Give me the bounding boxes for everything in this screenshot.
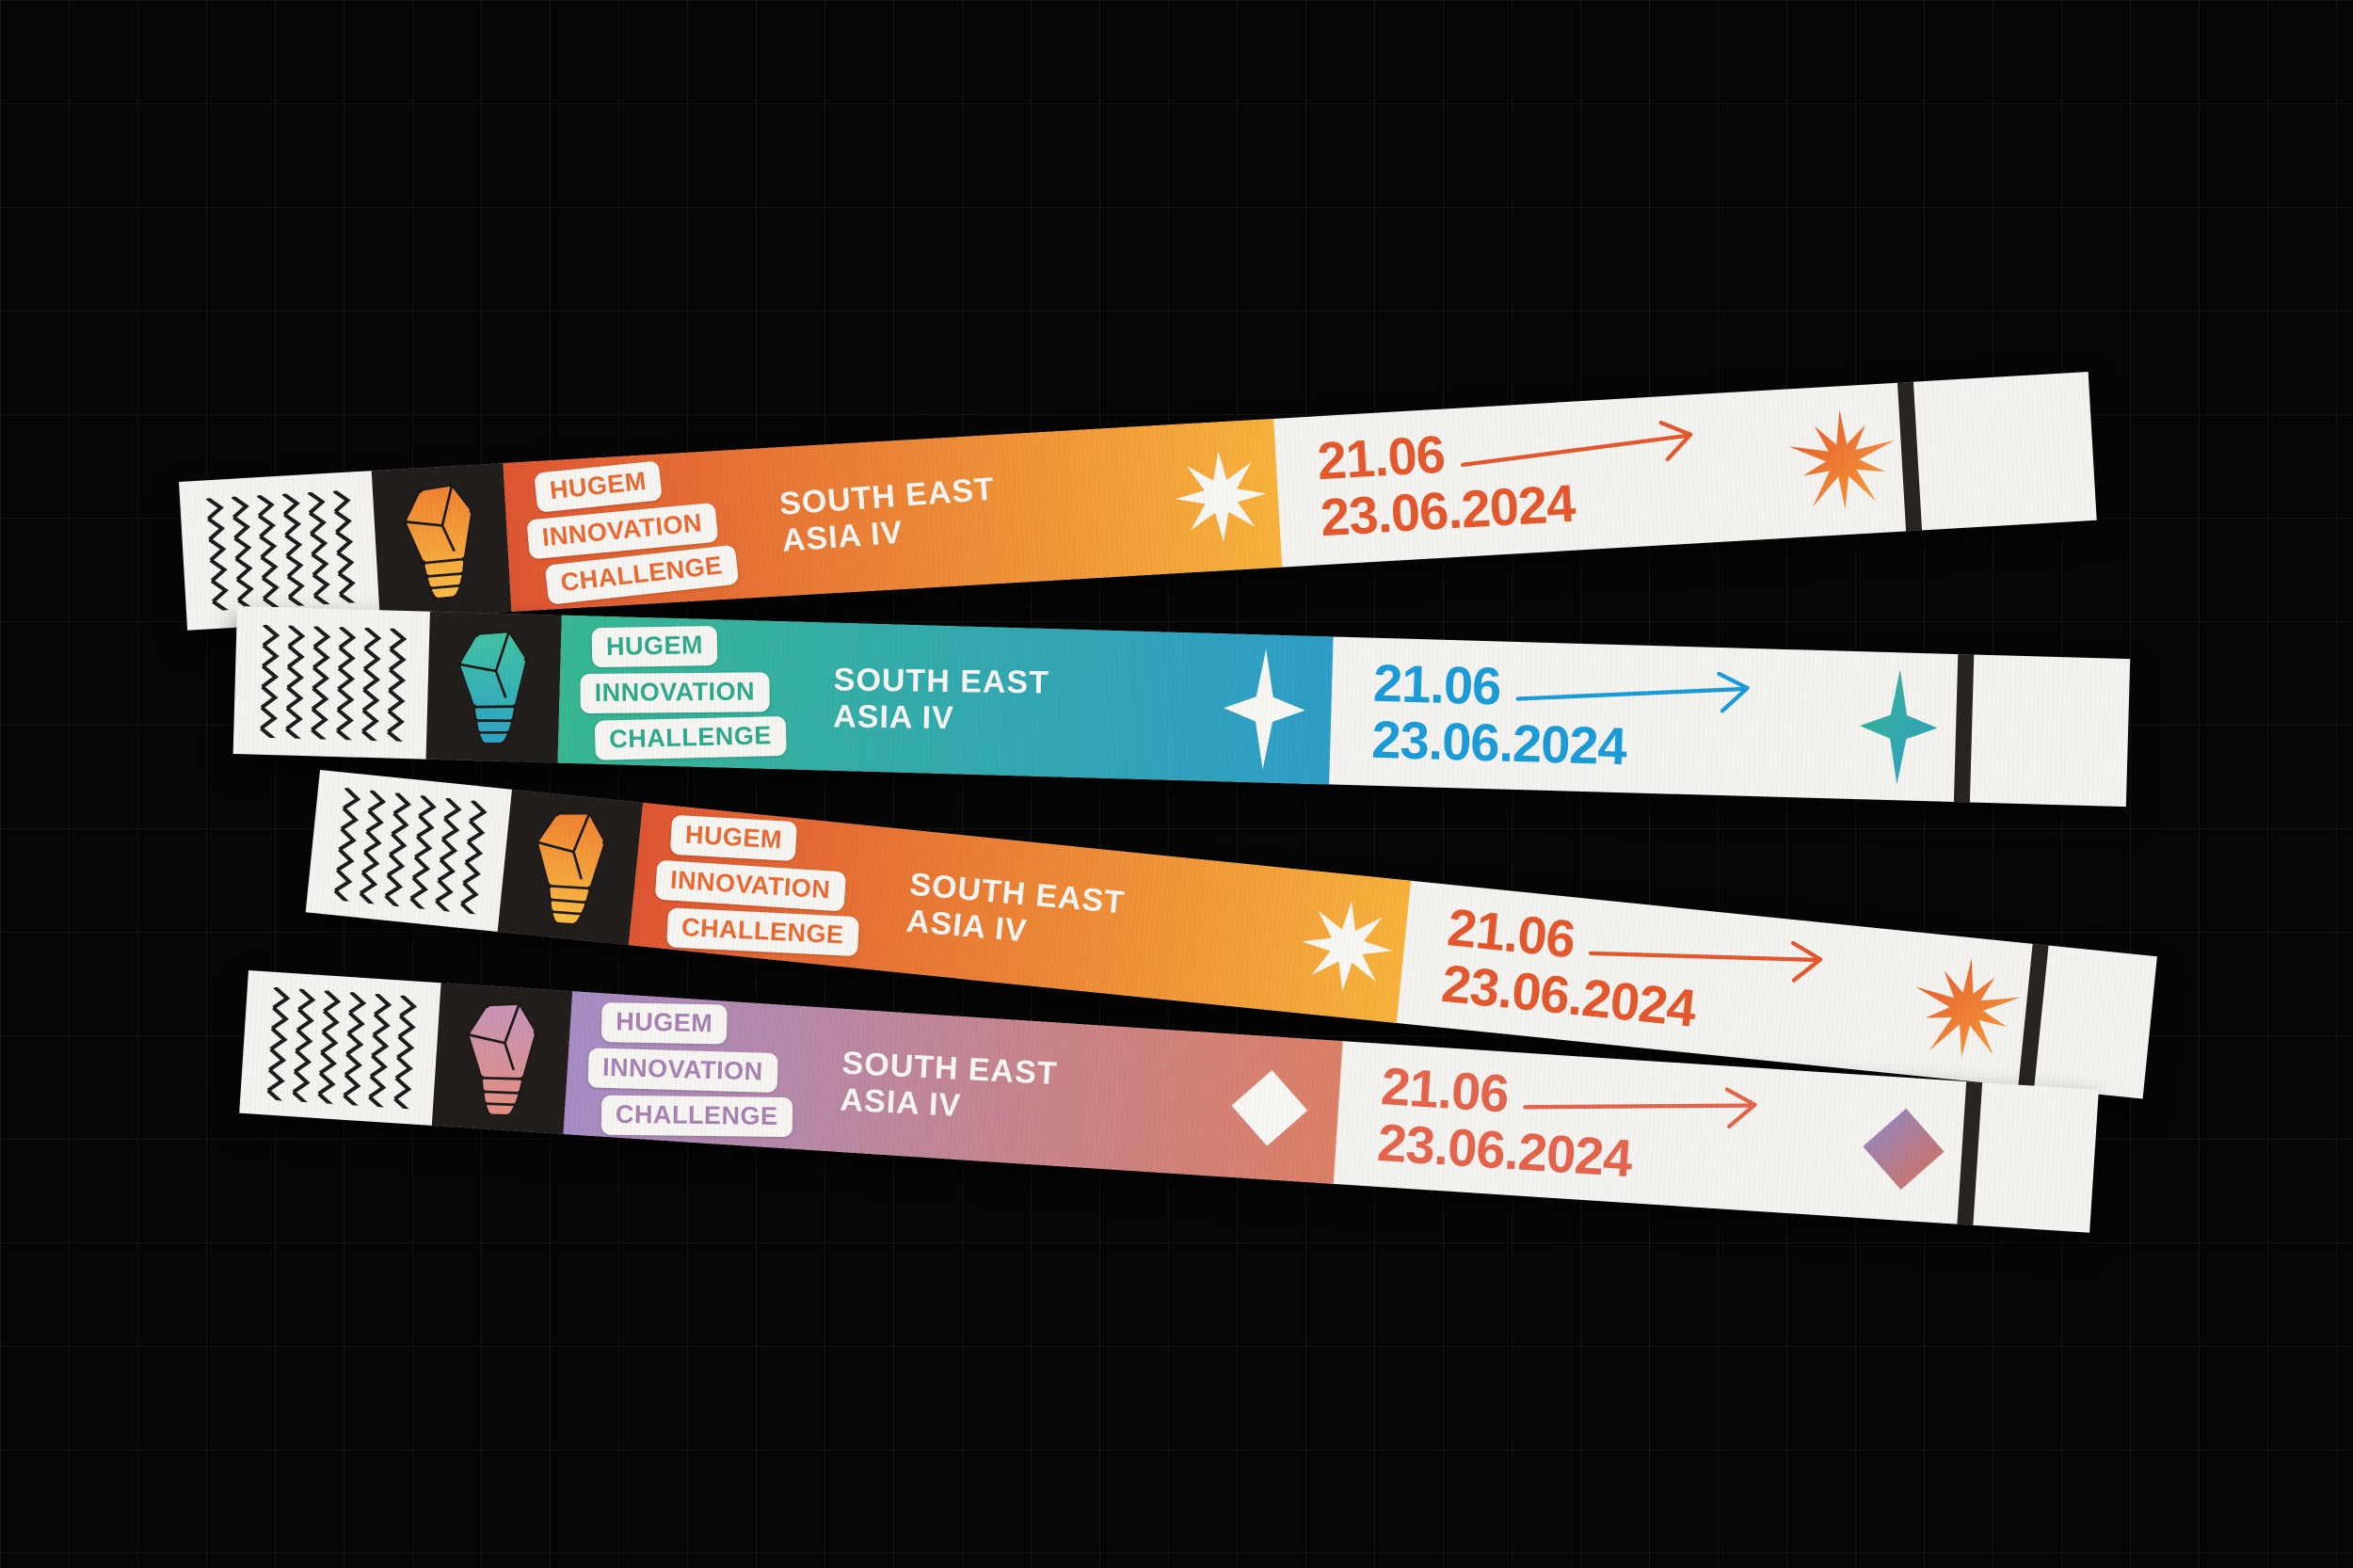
diamond-icon xyxy=(1863,1108,1945,1191)
event-name-pills: HUGEM INNOVATION CHALLENGE xyxy=(523,457,739,606)
diamond-icon xyxy=(1231,1069,1308,1146)
star-icon xyxy=(1175,450,1267,542)
star-icon xyxy=(1301,900,1393,992)
event-location: SOUTH EAST ASIA IV xyxy=(832,662,1048,738)
date-section: 21.06 23.06.2024 xyxy=(1397,881,2157,1099)
tab-separator-line xyxy=(1957,1081,1983,1225)
event-dates: 21.06 23.06.2024 xyxy=(1376,1056,1788,1196)
event-dates: 21.06 23.06.2024 xyxy=(1370,652,1780,778)
date-end: 23.06.2024 xyxy=(1370,709,1627,776)
pill-hugem: HUGEM xyxy=(600,1002,728,1045)
arrow-right-icon xyxy=(1589,941,1823,984)
event-dates: 21.06 23.06.2024 xyxy=(1439,897,1854,1051)
burst-icon xyxy=(1788,409,1895,510)
pill-challenge: CHALLENGE xyxy=(600,1096,792,1138)
event-location: SOUTH EAST ASIA IV xyxy=(839,1046,1058,1129)
event-location: SOUTH EAST ASIA IV xyxy=(904,867,1126,958)
pill-challenge: CHALLENGE xyxy=(594,716,787,760)
arrow-right-icon xyxy=(1461,421,1693,468)
pill-innovation: INNOVATION xyxy=(654,859,846,912)
logo-square xyxy=(425,611,562,763)
event-location: SOUTH EAST ASIA IV xyxy=(777,472,998,560)
gradient-section: HUGEM INNOVATION CHALLENGE SOUTH EAST AS… xyxy=(563,991,1343,1184)
date-section: 21.06 23.06.2024 xyxy=(1334,1041,2099,1233)
gradient-section: HUGEM INNOVATION CHALLENGE SOUTH EAST AS… xyxy=(503,418,1283,612)
zigzag-pattern xyxy=(306,770,512,932)
date-start: 21.06 xyxy=(1315,424,1447,491)
wristband-orange-lower: HUGEM INNOVATION CHALLENGE SOUTH EAST AS… xyxy=(305,770,2157,1099)
gradient-section: HUGEM INNOVATION CHALLENGE SOUTH EAST AS… xyxy=(628,802,1412,1023)
date-section: 21.06 23.06.2024 xyxy=(1273,372,2097,568)
lantern-icon xyxy=(465,1000,539,1118)
logo-square xyxy=(431,983,573,1134)
gradient-section: HUGEM INNOVATION CHALLENGE SOUTH EAST AS… xyxy=(557,615,1334,785)
wristband-purple-bottom: HUGEM INNOVATION CHALLENGE SOUTH EAST AS… xyxy=(239,970,2099,1233)
wristband-teal: HUGEM INNOVATION CHALLENGE SOUTH EAST AS… xyxy=(232,606,2131,808)
wristband-orange-top: HUGEM INNOVATION CHALLENGE SOUTH EAST AS… xyxy=(179,372,2097,631)
pill-hugem: HUGEM xyxy=(534,460,663,513)
event-name-pills: HUGEM INNOVATION CHALLENGE xyxy=(580,625,787,760)
event-name-pills: HUGEM INNOVATION CHALLENGE xyxy=(651,813,867,960)
event-dates: 21.06 23.06.2024 xyxy=(1315,412,1727,548)
sparkle-icon xyxy=(1859,668,1938,785)
location-line2: ASIA IV xyxy=(832,697,954,736)
tab-separator-line xyxy=(1953,654,1975,803)
lantern-icon xyxy=(534,809,608,927)
tab-separator-line xyxy=(1897,381,1923,532)
date-section: 21.06 23.06.2024 xyxy=(1329,637,2130,808)
pill-innovation: INNOVATION xyxy=(587,1048,778,1093)
date-start: 21.06 xyxy=(1379,1056,1511,1124)
lantern-icon xyxy=(456,629,530,746)
zigzag-pattern xyxy=(233,606,430,760)
arrow-right-icon xyxy=(1523,1087,1757,1129)
logo-square xyxy=(371,463,512,619)
pill-challenge: CHALLENGE xyxy=(666,908,859,957)
pill-innovation: INNOVATION xyxy=(580,671,770,713)
event-name-pills: HUGEM INNOVATION CHALLENGE xyxy=(585,1000,796,1140)
zigzag-pattern xyxy=(179,471,380,631)
arrow-right-icon xyxy=(1515,671,1750,713)
zigzag-pattern xyxy=(239,970,440,1126)
lantern-icon xyxy=(402,482,475,601)
date-start: 21.06 xyxy=(1372,652,1502,716)
logo-square xyxy=(497,789,644,946)
pill-hugem: HUGEM xyxy=(669,815,797,862)
sparkle-icon xyxy=(1224,648,1305,770)
burst-icon xyxy=(1915,958,2021,1058)
pill-hugem: HUGEM xyxy=(591,625,718,667)
location-line1: SOUTH EAST xyxy=(833,662,1049,701)
